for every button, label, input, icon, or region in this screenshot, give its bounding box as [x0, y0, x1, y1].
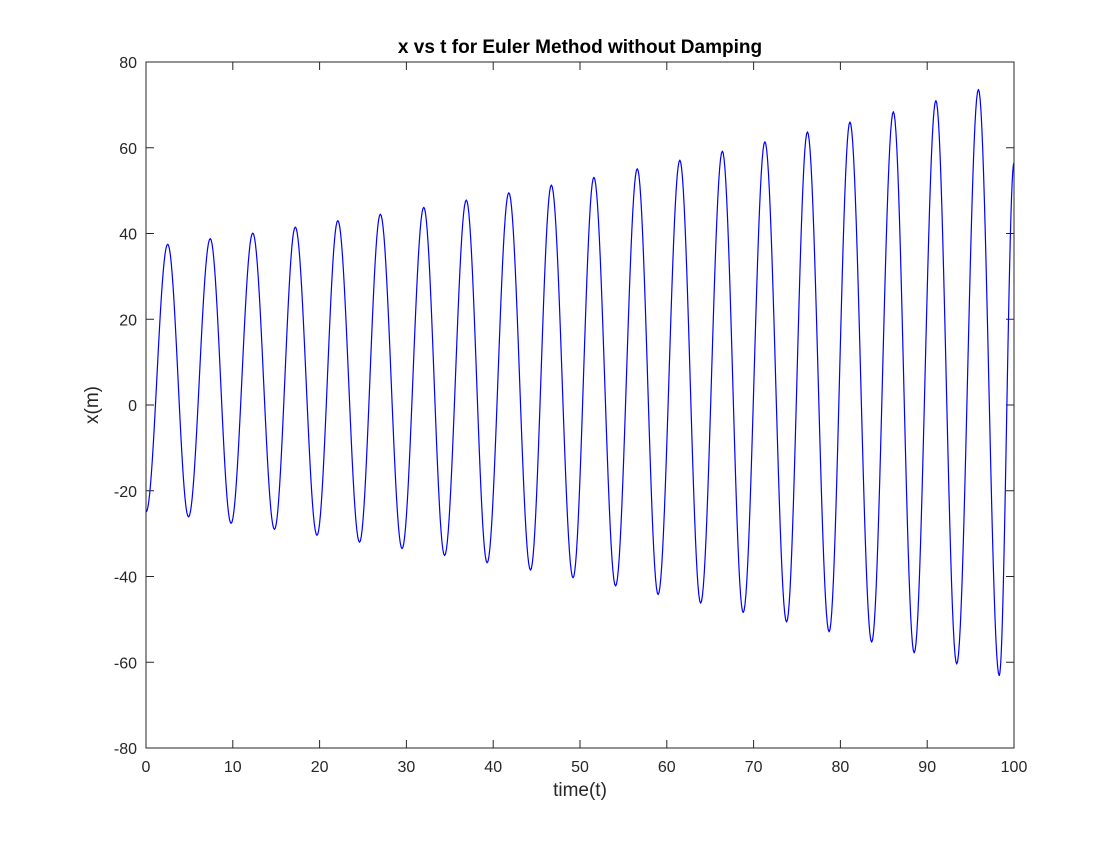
x-tick-label: 40: [484, 759, 502, 776]
x-tick-label: 30: [398, 759, 416, 776]
x-tick-label: 60: [658, 759, 676, 776]
y-tick-label: -60: [114, 655, 137, 672]
axes-box: [145, 61, 1015, 749]
y-axis-label: x(m): [82, 386, 103, 424]
x-tick-label: 100: [1001, 759, 1028, 776]
x-axis-label: time(t): [553, 780, 607, 801]
x-tick-label: 70: [745, 759, 763, 776]
y-tick-label: 0: [128, 398, 137, 415]
y-tick-label: -20: [114, 484, 137, 501]
x-tick-label: 0: [142, 759, 151, 776]
y-tick-label: 60: [119, 141, 137, 158]
y-tick-label: -80: [114, 741, 137, 758]
x-tick-label: 80: [832, 759, 850, 776]
x-tick-label: 20: [311, 759, 329, 776]
x-tick-label: 10: [224, 759, 242, 776]
y-tick-label: -40: [114, 570, 137, 587]
x-tick-label: 50: [571, 759, 589, 776]
y-tick-label: 40: [119, 227, 137, 244]
chart-title: x vs t for Euler Method without Damping: [398, 37, 762, 58]
x-tick-label: 90: [918, 759, 936, 776]
plot-area: 0 10 20 30 40 50 60 70 80 90 100 -80 -60 -40 -20 0 20 40 6…: [114, 55, 1028, 776]
series-line-0: [145, 88, 1015, 677]
y-tick-label: 80: [119, 55, 137, 72]
y-tick-label: 20: [119, 312, 137, 329]
